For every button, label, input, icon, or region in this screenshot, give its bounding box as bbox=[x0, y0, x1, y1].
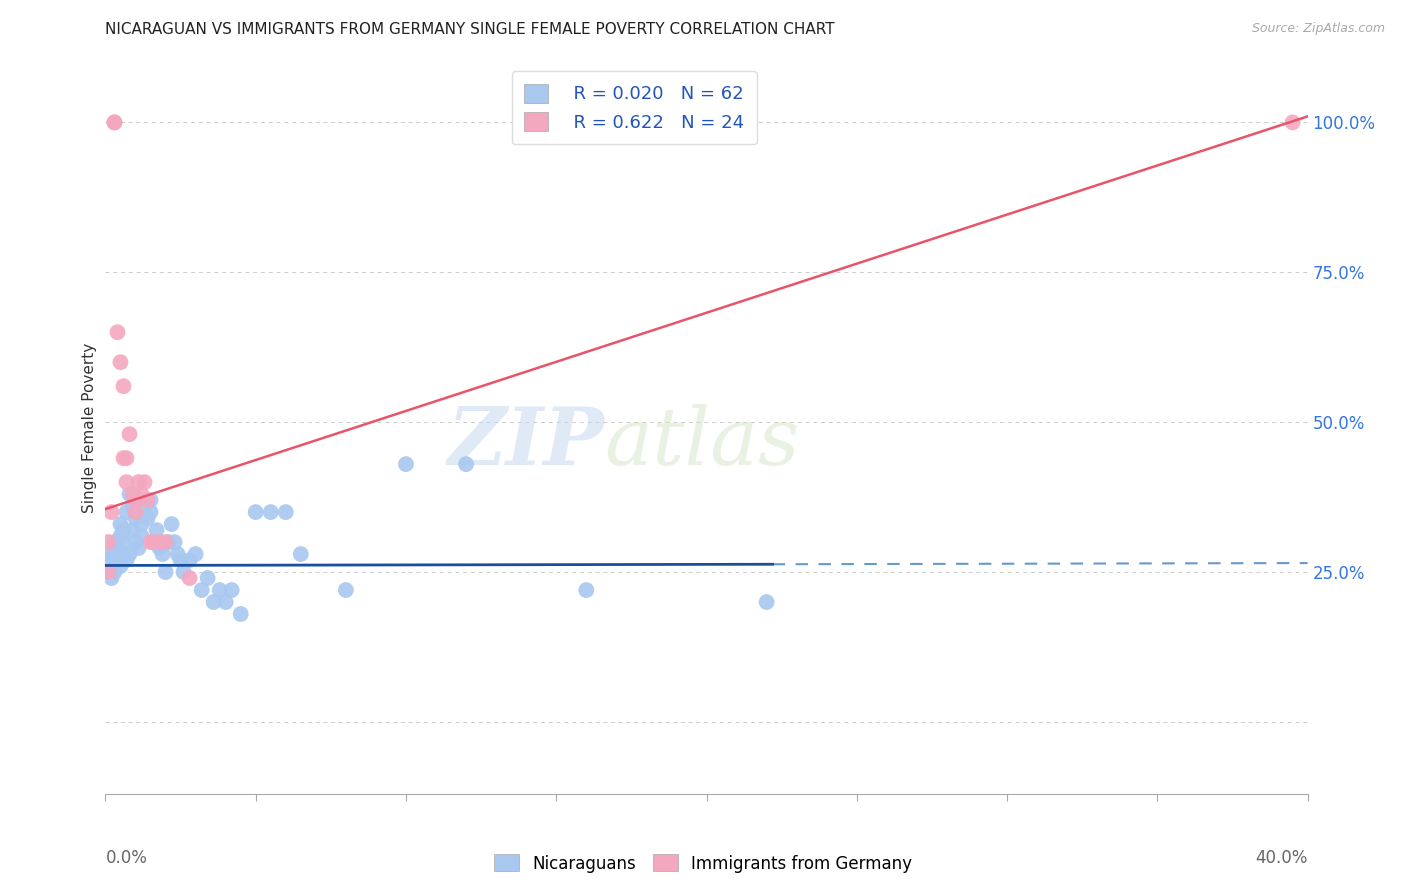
Point bbox=[145, 523, 167, 537]
Point bbox=[112, 523, 135, 537]
Point bbox=[155, 565, 177, 579]
Point bbox=[142, 535, 165, 549]
Point bbox=[274, 505, 297, 519]
Text: NICARAGUAN VS IMMIGRANTS FROM GERMANY SINGLE FEMALE POVERTY CORRELATION CHART: NICARAGUAN VS IMMIGRANTS FROM GERMANY SI… bbox=[105, 22, 835, 37]
Point bbox=[166, 547, 188, 561]
Point bbox=[214, 595, 236, 609]
Point bbox=[190, 582, 212, 597]
Point bbox=[136, 511, 159, 525]
Legend: Nicaraguans, Immigrants from Germany: Nicaraguans, Immigrants from Germany bbox=[488, 847, 918, 880]
Point bbox=[160, 517, 183, 532]
Point bbox=[115, 505, 138, 519]
Point bbox=[221, 582, 243, 597]
Point bbox=[100, 571, 122, 585]
Point bbox=[110, 529, 132, 543]
Point bbox=[110, 355, 132, 369]
Text: atlas: atlas bbox=[605, 404, 800, 482]
Point bbox=[118, 547, 141, 561]
Point bbox=[112, 547, 135, 561]
Point bbox=[1281, 115, 1303, 129]
Point bbox=[97, 565, 120, 579]
Point bbox=[169, 553, 191, 567]
Point bbox=[121, 499, 143, 513]
Point bbox=[184, 547, 207, 561]
Point bbox=[152, 547, 174, 561]
Point bbox=[103, 115, 125, 129]
Point bbox=[97, 535, 120, 549]
Point bbox=[142, 535, 165, 549]
Point bbox=[335, 582, 357, 597]
Legend:   R = 0.020   N = 62,   R = 0.622   N = 24: R = 0.020 N = 62, R = 0.622 N = 24 bbox=[512, 71, 756, 145]
Point bbox=[128, 493, 150, 508]
Point bbox=[103, 115, 125, 129]
Point bbox=[100, 505, 122, 519]
Point bbox=[139, 505, 162, 519]
Point bbox=[115, 553, 138, 567]
Point bbox=[124, 535, 146, 549]
Text: 0.0%: 0.0% bbox=[105, 849, 148, 867]
Point bbox=[124, 505, 146, 519]
Point bbox=[124, 493, 146, 508]
Y-axis label: Single Female Poverty: Single Female Poverty bbox=[82, 343, 97, 513]
Point bbox=[103, 547, 125, 561]
Point bbox=[107, 325, 129, 339]
Point bbox=[202, 595, 225, 609]
Point bbox=[134, 499, 156, 513]
Point bbox=[395, 457, 418, 471]
Point bbox=[163, 535, 186, 549]
Point bbox=[107, 553, 129, 567]
Point bbox=[290, 547, 312, 561]
Point bbox=[97, 547, 120, 561]
Point bbox=[260, 505, 283, 519]
Point bbox=[100, 559, 122, 574]
Point bbox=[229, 607, 252, 621]
Point bbox=[128, 541, 150, 555]
Point bbox=[155, 535, 177, 549]
Point bbox=[148, 541, 170, 555]
Point bbox=[197, 571, 219, 585]
Text: Source: ZipAtlas.com: Source: ZipAtlas.com bbox=[1251, 22, 1385, 36]
Point bbox=[755, 595, 778, 609]
Point bbox=[107, 541, 129, 555]
Point bbox=[124, 511, 146, 525]
Point bbox=[112, 451, 135, 466]
Point bbox=[112, 535, 135, 549]
Point bbox=[131, 487, 153, 501]
Point bbox=[139, 535, 162, 549]
Point bbox=[97, 565, 120, 579]
Point bbox=[118, 427, 141, 442]
Point bbox=[245, 505, 267, 519]
Point bbox=[128, 475, 150, 489]
Point bbox=[157, 535, 180, 549]
Point bbox=[139, 493, 162, 508]
Point bbox=[173, 565, 195, 579]
Point bbox=[115, 451, 138, 466]
Point bbox=[118, 487, 141, 501]
Point bbox=[136, 493, 159, 508]
Point bbox=[103, 565, 125, 579]
Text: ZIP: ZIP bbox=[447, 404, 605, 482]
Point bbox=[97, 553, 120, 567]
Point bbox=[121, 523, 143, 537]
Point bbox=[454, 457, 477, 471]
Point bbox=[179, 571, 201, 585]
Point bbox=[110, 559, 132, 574]
Point bbox=[100, 565, 122, 579]
Point bbox=[134, 475, 156, 489]
Point bbox=[121, 487, 143, 501]
Point bbox=[115, 475, 138, 489]
Point bbox=[179, 553, 201, 567]
Point bbox=[131, 529, 153, 543]
Point bbox=[148, 535, 170, 549]
Text: 40.0%: 40.0% bbox=[1256, 849, 1308, 867]
Point bbox=[103, 535, 125, 549]
Point bbox=[575, 582, 598, 597]
Point bbox=[131, 517, 153, 532]
Point bbox=[110, 517, 132, 532]
Point bbox=[208, 582, 231, 597]
Point bbox=[112, 379, 135, 393]
